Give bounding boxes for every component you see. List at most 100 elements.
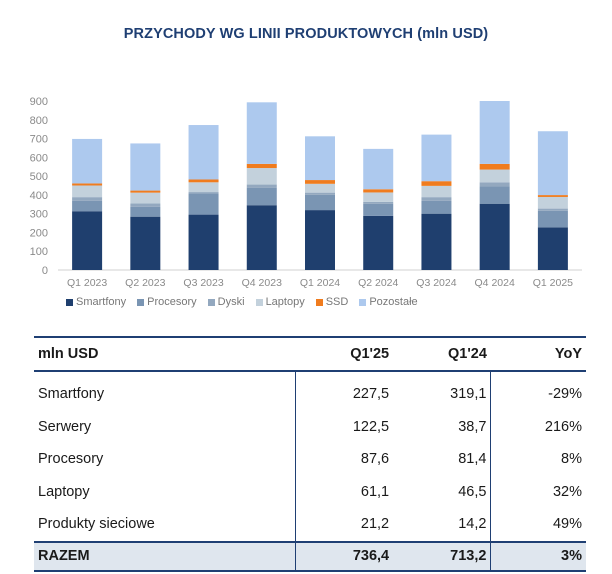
bar-segment-laptopy	[246, 168, 277, 185]
row-label: Serwery	[38, 418, 92, 435]
y-tick-label: 100	[30, 246, 48, 258]
bar-segment-dyski	[188, 192, 219, 194]
bar-segment-procesory	[305, 194, 335, 211]
header-q1-24: Q1'24	[393, 336, 491, 372]
bar-segment-laptopy	[130, 192, 161, 204]
bar-segment-ssd	[188, 179, 219, 183]
bar-segment-smartfony	[479, 203, 510, 270]
bar-segment-ssd	[479, 163, 510, 170]
bar-segment-laptopy	[188, 182, 219, 193]
y-tick-label: 900	[30, 96, 48, 108]
bar-segment-procesory	[130, 206, 161, 217]
row-q1-25: 227,5	[294, 371, 394, 411]
table-header-row: mln USD Q1'25 Q1'24 YoY	[34, 336, 586, 372]
row-yoy: 32%	[490, 475, 586, 508]
bar-segment-pozostałe	[363, 148, 394, 190]
bar-segment-pozostałe	[479, 101, 510, 164]
row-label: Laptopy	[38, 483, 90, 500]
table-row: Laptopy 61,1 46,5 32%	[34, 475, 586, 508]
legend-label: Pozostałe	[369, 296, 418, 308]
x-tick-label: Q1 2024	[300, 277, 340, 289]
header-yoy: YoY	[490, 336, 586, 372]
bar-segment-laptopy	[421, 185, 452, 198]
bar-segment-dyski	[130, 203, 161, 207]
legend-swatch	[315, 298, 323, 306]
total-q1-25: 736,4	[294, 540, 394, 572]
bar-segment-dyski	[246, 184, 277, 188]
bar-segment-laptopy	[305, 183, 335, 193]
bar-segment-pozostałe	[188, 125, 219, 180]
y-tick-label: 600	[30, 152, 48, 164]
bar-segment-pozostałe	[72, 138, 103, 184]
legend-item: Pozostałe	[359, 296, 418, 308]
x-tick-label: Q1 2025	[533, 277, 573, 289]
revenue-table: mln USD Q1'25 Q1'24 YoY Smartfony 227,5 …	[34, 336, 586, 572]
legend-swatch	[207, 298, 215, 306]
y-tick-label: 800	[30, 115, 48, 127]
bar-segment-smartfony	[537, 227, 568, 270]
bar-segment-dyski	[537, 208, 568, 211]
legend-item: Smartfony	[66, 296, 126, 308]
bar-segment-smartfony	[246, 205, 277, 270]
legend-swatch	[255, 298, 263, 306]
row-q1-24: 14,2	[458, 516, 487, 533]
row-q1-25: 21,2	[294, 508, 394, 542]
bar-segment-procesory	[479, 186, 510, 204]
bar-segment-laptopy	[537, 196, 568, 209]
legend-label: SSD	[325, 296, 349, 308]
x-tick-label: Q4 2024	[475, 277, 515, 289]
row-label: Smartfony	[38, 386, 105, 403]
table-row: Smartfony 227,5 319,1 -29%	[34, 371, 586, 411]
bar-segment-ssd	[421, 181, 452, 186]
row-label: Produkty sieciowe	[38, 516, 155, 533]
bar-segment-dyski	[72, 197, 103, 201]
y-tick-label: 0	[42, 265, 48, 277]
row-q1-24: 46,5	[458, 483, 487, 500]
bar-segment-dyski	[421, 197, 452, 201]
legend-item: Laptopy	[255, 296, 305, 308]
y-tick-label: 200	[30, 227, 48, 239]
total-label: RAZEM	[34, 540, 296, 572]
bar-segment-smartfony	[72, 211, 103, 270]
legend-label: Dyski	[217, 296, 245, 308]
bar-segment-ssd	[363, 189, 394, 193]
bar-segment-procesory	[188, 193, 219, 215]
x-tick-label: Q3 2023	[183, 277, 223, 289]
table-row: Produkty sieciowe 21,2 14,2 49%	[34, 508, 586, 542]
row-q1-24: 38,7	[458, 418, 487, 435]
bar-segment-dyski	[479, 182, 510, 187]
bar-segment-dyski	[363, 201, 394, 204]
bar-segment-smartfony	[363, 215, 394, 270]
bar-segment-smartfony	[188, 214, 219, 270]
bar-segment-ssd	[305, 180, 335, 184]
total-q1-24: 713,2	[393, 540, 491, 572]
bar-segment-smartfony	[305, 210, 335, 270]
bar-segment-procesory	[363, 203, 394, 216]
x-tick-label: Q1 2023	[67, 277, 107, 289]
table-total-row: RAZEM 736,4 713,2 3%	[34, 540, 586, 572]
bar-segment-procesory	[246, 187, 277, 206]
bar-segment-procesory	[421, 200, 452, 214]
row-q1-24: 319,1	[450, 386, 487, 403]
total-yoy: 3%	[490, 540, 586, 572]
bar-segment-pozostałe	[305, 136, 335, 181]
legend-swatch	[137, 298, 145, 306]
y-tick-label: 400	[30, 190, 48, 202]
legend-label: Laptopy	[265, 296, 305, 308]
x-tick-label: Q4 2023	[242, 277, 282, 289]
legend-label: Procesory	[147, 296, 197, 308]
header-q1-25: Q1'25	[295, 336, 394, 372]
bar-segment-pozostałe	[246, 102, 277, 164]
table-row: Serwery 122,5 38,7 216%	[34, 410, 586, 443]
bar-segment-dyski	[305, 192, 335, 195]
bar-segment-ssd	[72, 183, 103, 186]
bar-segment-procesory	[537, 210, 568, 228]
legend-item: SSD	[315, 296, 349, 308]
bar-segment-laptopy	[363, 192, 394, 202]
row-q1-25: 87,6	[294, 443, 394, 476]
y-tick-label: 300	[30, 209, 48, 221]
stacked-bar-chart: 0 100 200 300 400 500 600 700 800 900 Q1 2023 Q2 20…	[30, 96, 582, 289]
x-tick-label: Q3 2024	[416, 277, 456, 289]
legend-item: Dyski	[207, 296, 245, 308]
bar-segment-ssd	[246, 163, 277, 169]
